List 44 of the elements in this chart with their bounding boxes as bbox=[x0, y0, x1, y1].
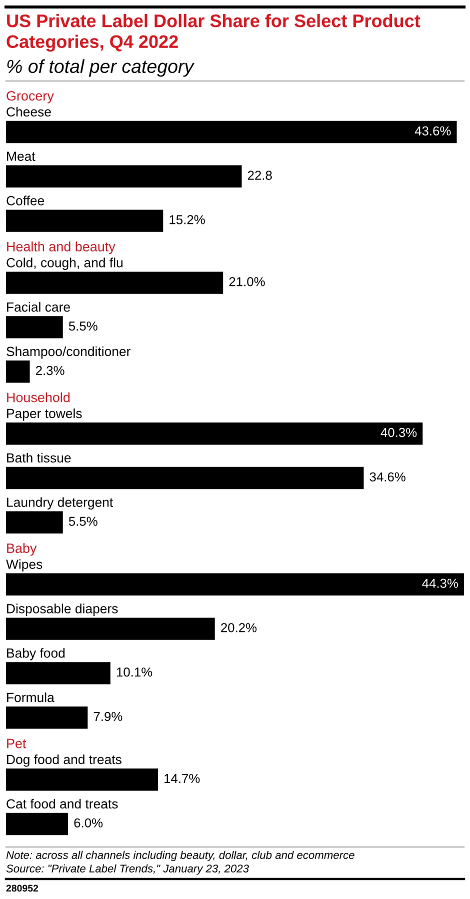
bar bbox=[6, 618, 215, 640]
y-tick-label: Paper towels bbox=[7, 408, 82, 421]
data-label: 43.6% bbox=[414, 126, 451, 136]
chart-title: Household bbox=[7, 392, 70, 402]
data-label: 22.8 bbox=[248, 170, 272, 180]
data-label: 34.6% bbox=[370, 472, 406, 482]
chart-title: Pet bbox=[7, 738, 26, 748]
source-note: Source: "Private Label Trends," January 23, 2023 bbox=[6, 864, 249, 875]
data-label: 7.9% bbox=[94, 712, 122, 722]
data-label: 14.7% bbox=[164, 774, 200, 784]
bar bbox=[6, 662, 110, 684]
data-label: 2.3% bbox=[36, 366, 64, 376]
data-label: 20.2% bbox=[221, 623, 257, 632]
data-label: 15.2% bbox=[170, 215, 205, 224]
y-tick-label: Meat bbox=[7, 152, 36, 161]
y-tick-label: Cold, cough, and flu bbox=[6, 258, 122, 270]
y-tick-label: Facial care bbox=[7, 302, 70, 312]
chart-title: Health and beauty bbox=[7, 242, 116, 254]
y-tick-label: Wipes bbox=[6, 559, 42, 572]
data-label: 6.0% bbox=[74, 818, 103, 828]
data-label: 44.3% bbox=[422, 578, 458, 588]
text: % of total per category bbox=[7, 59, 195, 77]
y-tick-label: Baby food bbox=[7, 648, 65, 660]
data-label: 5.5% bbox=[68, 516, 98, 526]
data-label: 5.5% bbox=[68, 322, 98, 331]
y-tick-label: Formula bbox=[7, 692, 54, 702]
y-tick-label: Cat food and treats bbox=[6, 798, 118, 809]
text: Note: across all channels including beauty, dollar, club and ecommerce bbox=[6, 850, 354, 862]
data-label: 21.0% bbox=[229, 277, 265, 286]
y-tick-label: Bath tissue bbox=[7, 452, 71, 463]
text: US Private Label Dollar Share for Select Product Categories, Q4 2022 bbox=[6, 14, 420, 52]
chart-title: Grocery bbox=[6, 91, 54, 104]
y-tick-label: Laundry detergent bbox=[7, 497, 114, 510]
text: 280952 bbox=[6, 884, 38, 892]
y-tick-label: Shampoo/conditioner bbox=[6, 346, 130, 359]
y-tick-label: Disposable diapers bbox=[7, 604, 118, 616]
data-label: 10.1% bbox=[116, 668, 152, 677]
y-tick-label: Coffee bbox=[6, 196, 44, 206]
chart-title: Baby bbox=[7, 543, 37, 556]
bar bbox=[6, 573, 464, 596]
y-tick-label: Cheese bbox=[6, 106, 51, 117]
data-label: 40.3% bbox=[380, 428, 417, 438]
bar bbox=[6, 706, 88, 729]
y-tick-label: Dog food and treats bbox=[7, 754, 122, 767]
